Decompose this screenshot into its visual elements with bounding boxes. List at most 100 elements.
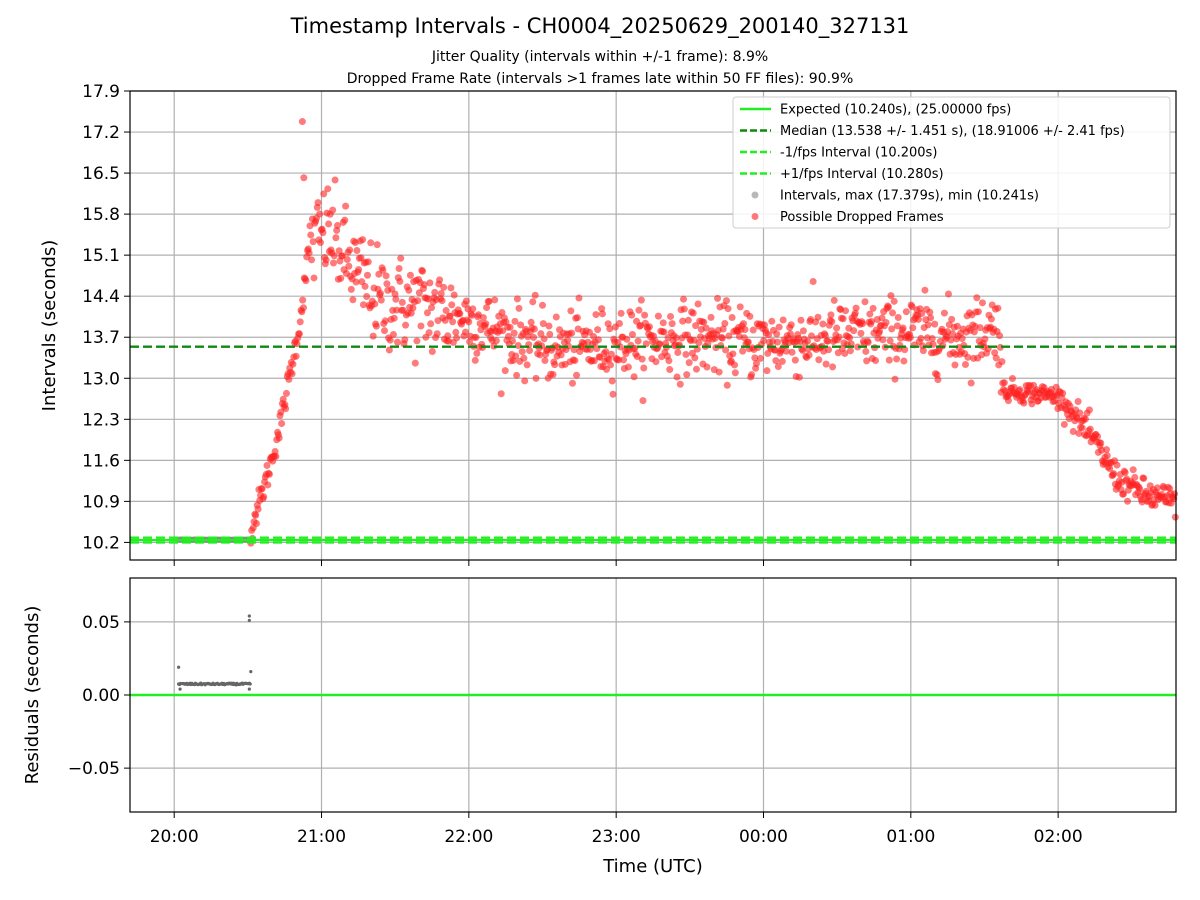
- dropped-frame-point: [751, 354, 759, 362]
- residual-point: [247, 618, 251, 623]
- x-tick-label: 21:00: [297, 827, 346, 847]
- dropped-frame-point: [953, 322, 961, 330]
- dropped-frame-point: [639, 397, 647, 405]
- dropped-frame-point: [329, 206, 337, 214]
- dropped-frame-point: [293, 340, 301, 348]
- dropped-frame-point: [254, 505, 262, 513]
- dropped-frame-point: [277, 408, 285, 416]
- dropped-frame-point: [973, 294, 981, 302]
- dropped-frame-point: [635, 306, 643, 314]
- dropped-frame-point: [679, 317, 687, 325]
- dropped-frame-point: [396, 277, 404, 285]
- dropped-frame-point: [723, 381, 731, 389]
- dropped-frame-point: [654, 312, 662, 320]
- dropped-frame-point: [497, 390, 505, 398]
- dropped-frame-point: [513, 371, 521, 379]
- dropped-frame-point: [773, 338, 781, 346]
- dropped-frame-point: [992, 354, 1000, 362]
- dropped-frame-point: [319, 229, 327, 237]
- dropped-frame-point: [630, 373, 638, 381]
- residual-point: [248, 682, 252, 686]
- dropped-frame-point: [282, 389, 290, 397]
- dropped-frame-point: [1103, 452, 1111, 460]
- dropped-frame-point: [347, 285, 355, 293]
- dropped-frame-point: [552, 313, 560, 321]
- dropped-frame-point: [349, 296, 357, 304]
- dropped-frame-point: [682, 350, 690, 358]
- dropped-frame-point: [638, 355, 646, 363]
- dropped-frame-point: [782, 347, 790, 355]
- dropped-frame-point: [885, 356, 893, 364]
- dropped-frame-point: [549, 370, 557, 378]
- dropped-frame-point: [1129, 466, 1137, 474]
- dropped-frame-point: [279, 395, 287, 403]
- x-tick-label: 00:00: [739, 827, 788, 847]
- intervals-y-tick-label: 15.1: [82, 246, 120, 266]
- dropped-frame-point: [265, 470, 273, 478]
- dropped-frame-point: [949, 330, 957, 338]
- dropped-frame-point: [815, 356, 823, 364]
- dropped-frame-point: [353, 246, 361, 254]
- dropped-frame-point: [788, 348, 796, 356]
- dropped-frame-point: [391, 290, 399, 298]
- dropped-frame-point: [799, 327, 807, 335]
- dropped-frame-point: [851, 309, 859, 317]
- dropped-frame-point: [594, 326, 602, 334]
- dropped-frame-point: [1078, 424, 1086, 432]
- legend-label: -1/fps Interval (10.200s): [780, 146, 937, 161]
- dropped-frame-point: [692, 322, 700, 330]
- intervals-y-tick-label: 11.6: [82, 451, 120, 471]
- dropped-frame-point: [515, 304, 523, 312]
- dropped-frame-point: [1094, 433, 1102, 441]
- dropped-frame-point: [889, 309, 897, 317]
- dropped-frame-point: [363, 293, 371, 301]
- dropped-frame-point: [763, 367, 771, 375]
- dropped-frame-point: [846, 334, 854, 342]
- dropped-frame-point: [512, 352, 520, 360]
- dropped-frame-point: [948, 315, 956, 323]
- dropped-frame-point: [413, 337, 421, 345]
- dropped-frame-point: [893, 355, 901, 363]
- dropped-frame-point: [609, 390, 617, 398]
- dropped-frame-point: [575, 294, 583, 302]
- residuals-y-tick-label: 0.05: [82, 613, 120, 633]
- dropped-frame-point: [571, 357, 579, 365]
- dropped-frame-point: [731, 361, 739, 369]
- dropped-frame-point: [940, 309, 948, 317]
- dropped-frame-point: [617, 309, 625, 317]
- dropped-frame-point: [499, 327, 507, 335]
- residual-point: [247, 687, 251, 691]
- dropped-frame-point: [473, 349, 481, 357]
- dropped-frame-point: [991, 349, 999, 357]
- dropped-frame-point: [296, 318, 304, 326]
- dropped-frame-point: [667, 312, 675, 320]
- dropped-frame-point: [791, 356, 799, 364]
- intervals-y-tick-label: 13.0: [82, 369, 120, 389]
- dropped-frame-point: [906, 333, 914, 341]
- dropped-frame-point: [320, 190, 328, 198]
- dropped-frame-point: [746, 312, 754, 320]
- dropped-frame-point: [594, 336, 602, 344]
- dropped-frame-point: [774, 363, 782, 371]
- dropped-frame-point: [778, 357, 786, 365]
- dropped-frame-point: [373, 241, 381, 249]
- dropped-frame-point: [1140, 474, 1148, 482]
- dropped-frame-point: [828, 318, 836, 326]
- dropped-frame-point: [452, 328, 460, 336]
- dropped-frame-point: [264, 481, 272, 489]
- dropped-frame-point: [397, 254, 405, 262]
- dropped-frame-point: [736, 303, 744, 311]
- dropped-frame-point: [914, 315, 922, 323]
- dropped-frame-point: [867, 318, 875, 326]
- dropped-frame-point: [598, 305, 606, 313]
- dropped-frame-point: [592, 311, 600, 319]
- dropped-frame-point: [623, 335, 631, 343]
- dropped-frame-point: [501, 367, 509, 375]
- dropped-frame-point: [433, 330, 441, 338]
- dropped-frame-point: [539, 320, 547, 328]
- dropped-frame-point: [299, 296, 307, 304]
- dropped-frame-point: [530, 325, 538, 333]
- dropped-frame-point: [425, 329, 433, 337]
- dropped-frame-point: [355, 266, 363, 274]
- dropped-frame-point: [258, 485, 266, 493]
